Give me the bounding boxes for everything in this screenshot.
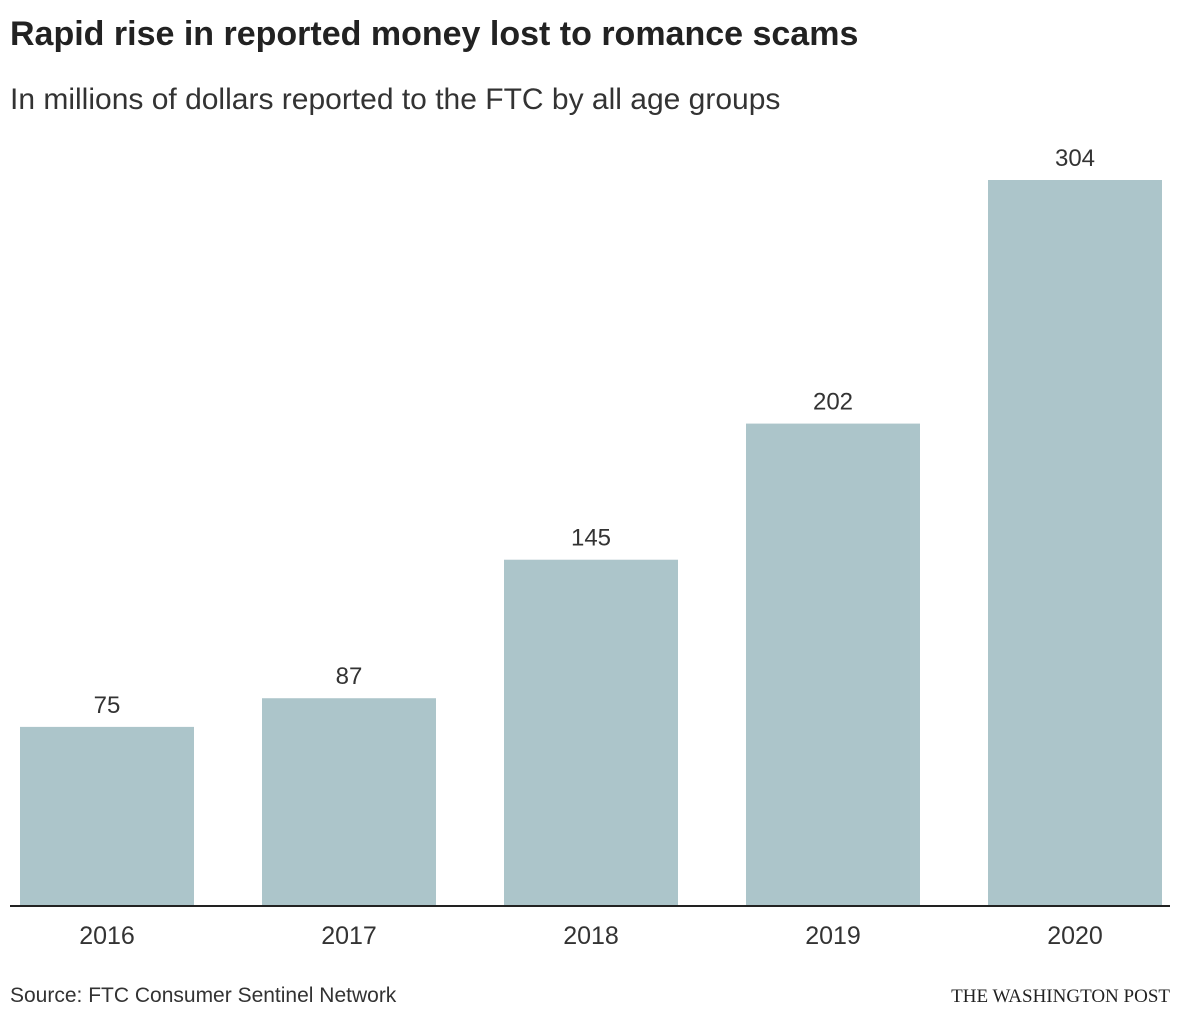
source-note: Source: FTC Consumer Sentinel Network xyxy=(10,984,397,1007)
x-tick-labels-layer: 2016 2017 2018 2019 2020 xyxy=(79,922,1103,950)
chart-title: Rapid rise in reported money lost to rom… xyxy=(10,15,859,53)
value-label-2017: 87 xyxy=(336,663,363,690)
value-labels-layer: 75 87 145 202 304 xyxy=(94,145,1095,719)
x-tick-label-2016: 2016 xyxy=(79,922,135,950)
value-label-2018: 145 xyxy=(571,525,611,552)
value-label-2019: 202 xyxy=(813,389,853,416)
x-tick-label-2020: 2020 xyxy=(1047,922,1103,950)
bars-layer xyxy=(20,180,1162,906)
value-label-2020: 304 xyxy=(1055,145,1095,172)
value-label-2016: 75 xyxy=(94,692,121,719)
chart-subtitle: In millions of dollars reported to the F… xyxy=(10,83,781,116)
bar-2017 xyxy=(262,698,436,906)
bar-2019 xyxy=(746,423,920,906)
x-tick-label-2019: 2019 xyxy=(805,922,861,950)
bar-2016 xyxy=(20,726,194,906)
bar-2020 xyxy=(988,180,1162,906)
publisher-credit: THE WASHINGTON POST xyxy=(951,986,1170,1007)
x-tick-label-2017: 2017 xyxy=(321,922,377,950)
x-tick-label-2018: 2018 xyxy=(563,922,619,950)
bar-2018 xyxy=(504,559,678,906)
